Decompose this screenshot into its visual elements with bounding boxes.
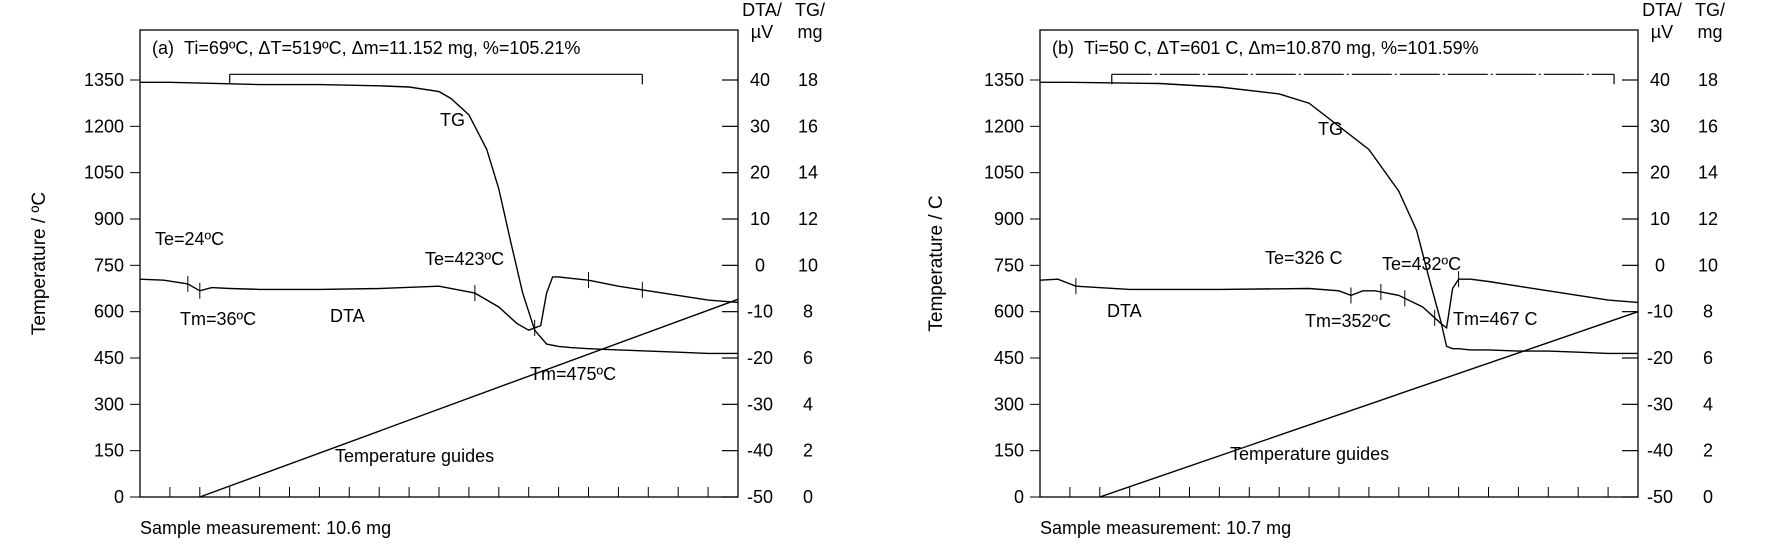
annotation-label: TG xyxy=(1318,119,1343,139)
y-tg-tick-label: 6 xyxy=(1703,348,1713,368)
tg-axis-title: TG/ xyxy=(795,0,825,20)
y-tg-tick-label: 10 xyxy=(798,255,818,275)
y-tg-tick-label: 14 xyxy=(798,163,818,183)
annotation-label: TG xyxy=(440,110,465,130)
y-left-tick-label: 0 xyxy=(1014,487,1024,507)
y-left-tick-label: 750 xyxy=(994,255,1024,275)
y-dta-tick-label: -50 xyxy=(1647,487,1673,507)
y-tg-tick-label: 8 xyxy=(803,302,813,322)
y-dta-tick-label: -20 xyxy=(747,348,773,368)
y-dta-tick-label: 0 xyxy=(755,255,765,275)
annotation-label: Te=326 C xyxy=(1265,248,1343,268)
series-line-temperature-guides xyxy=(1099,311,1639,498)
y-tg-tick-label: 12 xyxy=(1698,209,1718,229)
tg-axis-unit: mg xyxy=(797,22,822,42)
annotation-label: Temperature guides xyxy=(335,446,494,466)
series-line-tg xyxy=(1040,81,1638,355)
y-left-tick-label: 1050 xyxy=(84,163,124,183)
y-dta-tick-label: 10 xyxy=(750,209,770,229)
y-dta-tick-label: -30 xyxy=(747,394,773,414)
y-dta-tick-label: 0 xyxy=(1655,255,1665,275)
y-tg-tick-label: 0 xyxy=(803,487,813,507)
y-left-tick-label: 600 xyxy=(94,302,124,322)
panel-header: Ti=69ºC, ΔT=519ºC, Δm=11.152 mg, %=105.2… xyxy=(184,38,580,58)
sample-caption: Sample measurement: 10.6 mg xyxy=(140,518,391,538)
y-dta-tick-label: 20 xyxy=(750,163,770,183)
dta-axis-title: DTA/ xyxy=(1642,0,1682,20)
y-tg-tick-label: 18 xyxy=(1698,70,1718,90)
y-left-axis-title: Temperature / C xyxy=(926,195,947,331)
y-left-tick-label: 450 xyxy=(94,348,124,368)
dta-axis-unit: µV xyxy=(1651,22,1673,42)
y-left-tick-label: 750 xyxy=(94,255,124,275)
series-line-temperature-guides xyxy=(199,298,739,498)
dta-axis-unit: µV xyxy=(751,22,773,42)
y-left-tick-label: 300 xyxy=(994,394,1024,414)
y-dta-tick-label: -10 xyxy=(747,302,773,322)
y-tg-tick-label: 18 xyxy=(798,70,818,90)
y-left-tick-label: 150 xyxy=(94,441,124,461)
sample-caption: Sample measurement: 10.7 mg xyxy=(1040,518,1291,538)
annotation-label: Tm=467 C xyxy=(1453,309,1538,329)
y-dta-tick-label: -40 xyxy=(747,441,773,461)
y-dta-tick-label: -10 xyxy=(1647,302,1673,322)
y-left-tick-label: 900 xyxy=(994,209,1024,229)
y-dta-tick-label: 30 xyxy=(750,116,770,136)
y-left-tick-label: 600 xyxy=(994,302,1024,322)
y-dta-tick-label: 10 xyxy=(1650,209,1670,229)
annotation-label: Te=423ºC xyxy=(425,249,504,269)
series-line-dta xyxy=(139,276,739,331)
tg-axis-title: TG/ xyxy=(1695,0,1725,20)
y-left-tick-label: 450 xyxy=(994,348,1024,368)
y-left-tick-label: 150 xyxy=(994,441,1024,461)
y-left-tick-label: 900 xyxy=(94,209,124,229)
annotation-label: Tm=475ºC xyxy=(530,364,616,384)
panel-header: Ti=50 C, ΔT=601 C, Δm=10.870 mg, %=101.5… xyxy=(1084,38,1479,58)
y-tg-tick-label: 16 xyxy=(1698,116,1718,136)
y-tg-tick-label: 10 xyxy=(1698,255,1718,275)
chart-panel-b: (b) Ti=50 C, ΔT=601 C, Δm=10.870 mg, %=10… xyxy=(926,0,1725,538)
annotation-label: DTA xyxy=(330,306,365,326)
y-dta-tick-label: -50 xyxy=(747,487,773,507)
y-dta-tick-label: 40 xyxy=(750,70,770,90)
annotation-label: Te=432ºC xyxy=(1382,254,1461,274)
y-dta-tick-label: 20 xyxy=(1650,163,1670,183)
y-tg-tick-label: 8 xyxy=(1703,302,1713,322)
panel-label: (a) xyxy=(152,38,174,58)
dta-axis-title: DTA/ xyxy=(742,0,782,20)
y-left-tick-label: 1350 xyxy=(984,70,1024,90)
y-tg-tick-label: 14 xyxy=(1698,163,1718,183)
y-dta-tick-label: -30 xyxy=(1647,394,1673,414)
y-tg-tick-label: 4 xyxy=(1703,394,1713,414)
y-tg-tick-label: 12 xyxy=(798,209,818,229)
panel-label: (b) xyxy=(1052,38,1074,58)
y-dta-tick-label: 30 xyxy=(1650,116,1670,136)
annotation-label: Temperature guides xyxy=(1230,444,1389,464)
y-tg-tick-label: 16 xyxy=(798,116,818,136)
series-line-dta xyxy=(1039,278,1639,330)
annotation-label: DTA xyxy=(1107,301,1142,321)
y-tg-tick-label: 4 xyxy=(803,394,813,414)
annotation-label: Tm=36ºC xyxy=(180,309,256,329)
annotation-label: Te=24ºC xyxy=(155,229,224,249)
y-tg-tick-label: 2 xyxy=(1703,441,1713,461)
y-tg-tick-label: 6 xyxy=(803,348,813,368)
y-left-tick-label: 1200 xyxy=(84,116,124,136)
y-tg-tick-label: 0 xyxy=(1703,487,1713,507)
y-dta-tick-label: 40 xyxy=(1650,70,1670,90)
y-dta-tick-label: -40 xyxy=(1647,441,1673,461)
series-line-tg xyxy=(140,81,738,355)
annotation-label: Tm=352ºC xyxy=(1305,311,1391,331)
y-dta-tick-label: -20 xyxy=(1647,348,1673,368)
y-left-tick-label: 300 xyxy=(94,394,124,414)
y-tg-tick-label: 2 xyxy=(803,441,813,461)
y-left-tick-label: 0 xyxy=(114,487,124,507)
y-left-axis-title: Temperature / ºC xyxy=(29,192,50,335)
tg-axis-unit: mg xyxy=(1697,22,1722,42)
y-left-tick-label: 1200 xyxy=(984,116,1024,136)
y-left-tick-label: 1050 xyxy=(984,163,1024,183)
chart-panel-a: (a) Ti=69ºC, ΔT=519ºC, Δm=11.152 mg, %=10… xyxy=(29,0,825,538)
y-left-tick-label: 1350 xyxy=(84,70,124,90)
